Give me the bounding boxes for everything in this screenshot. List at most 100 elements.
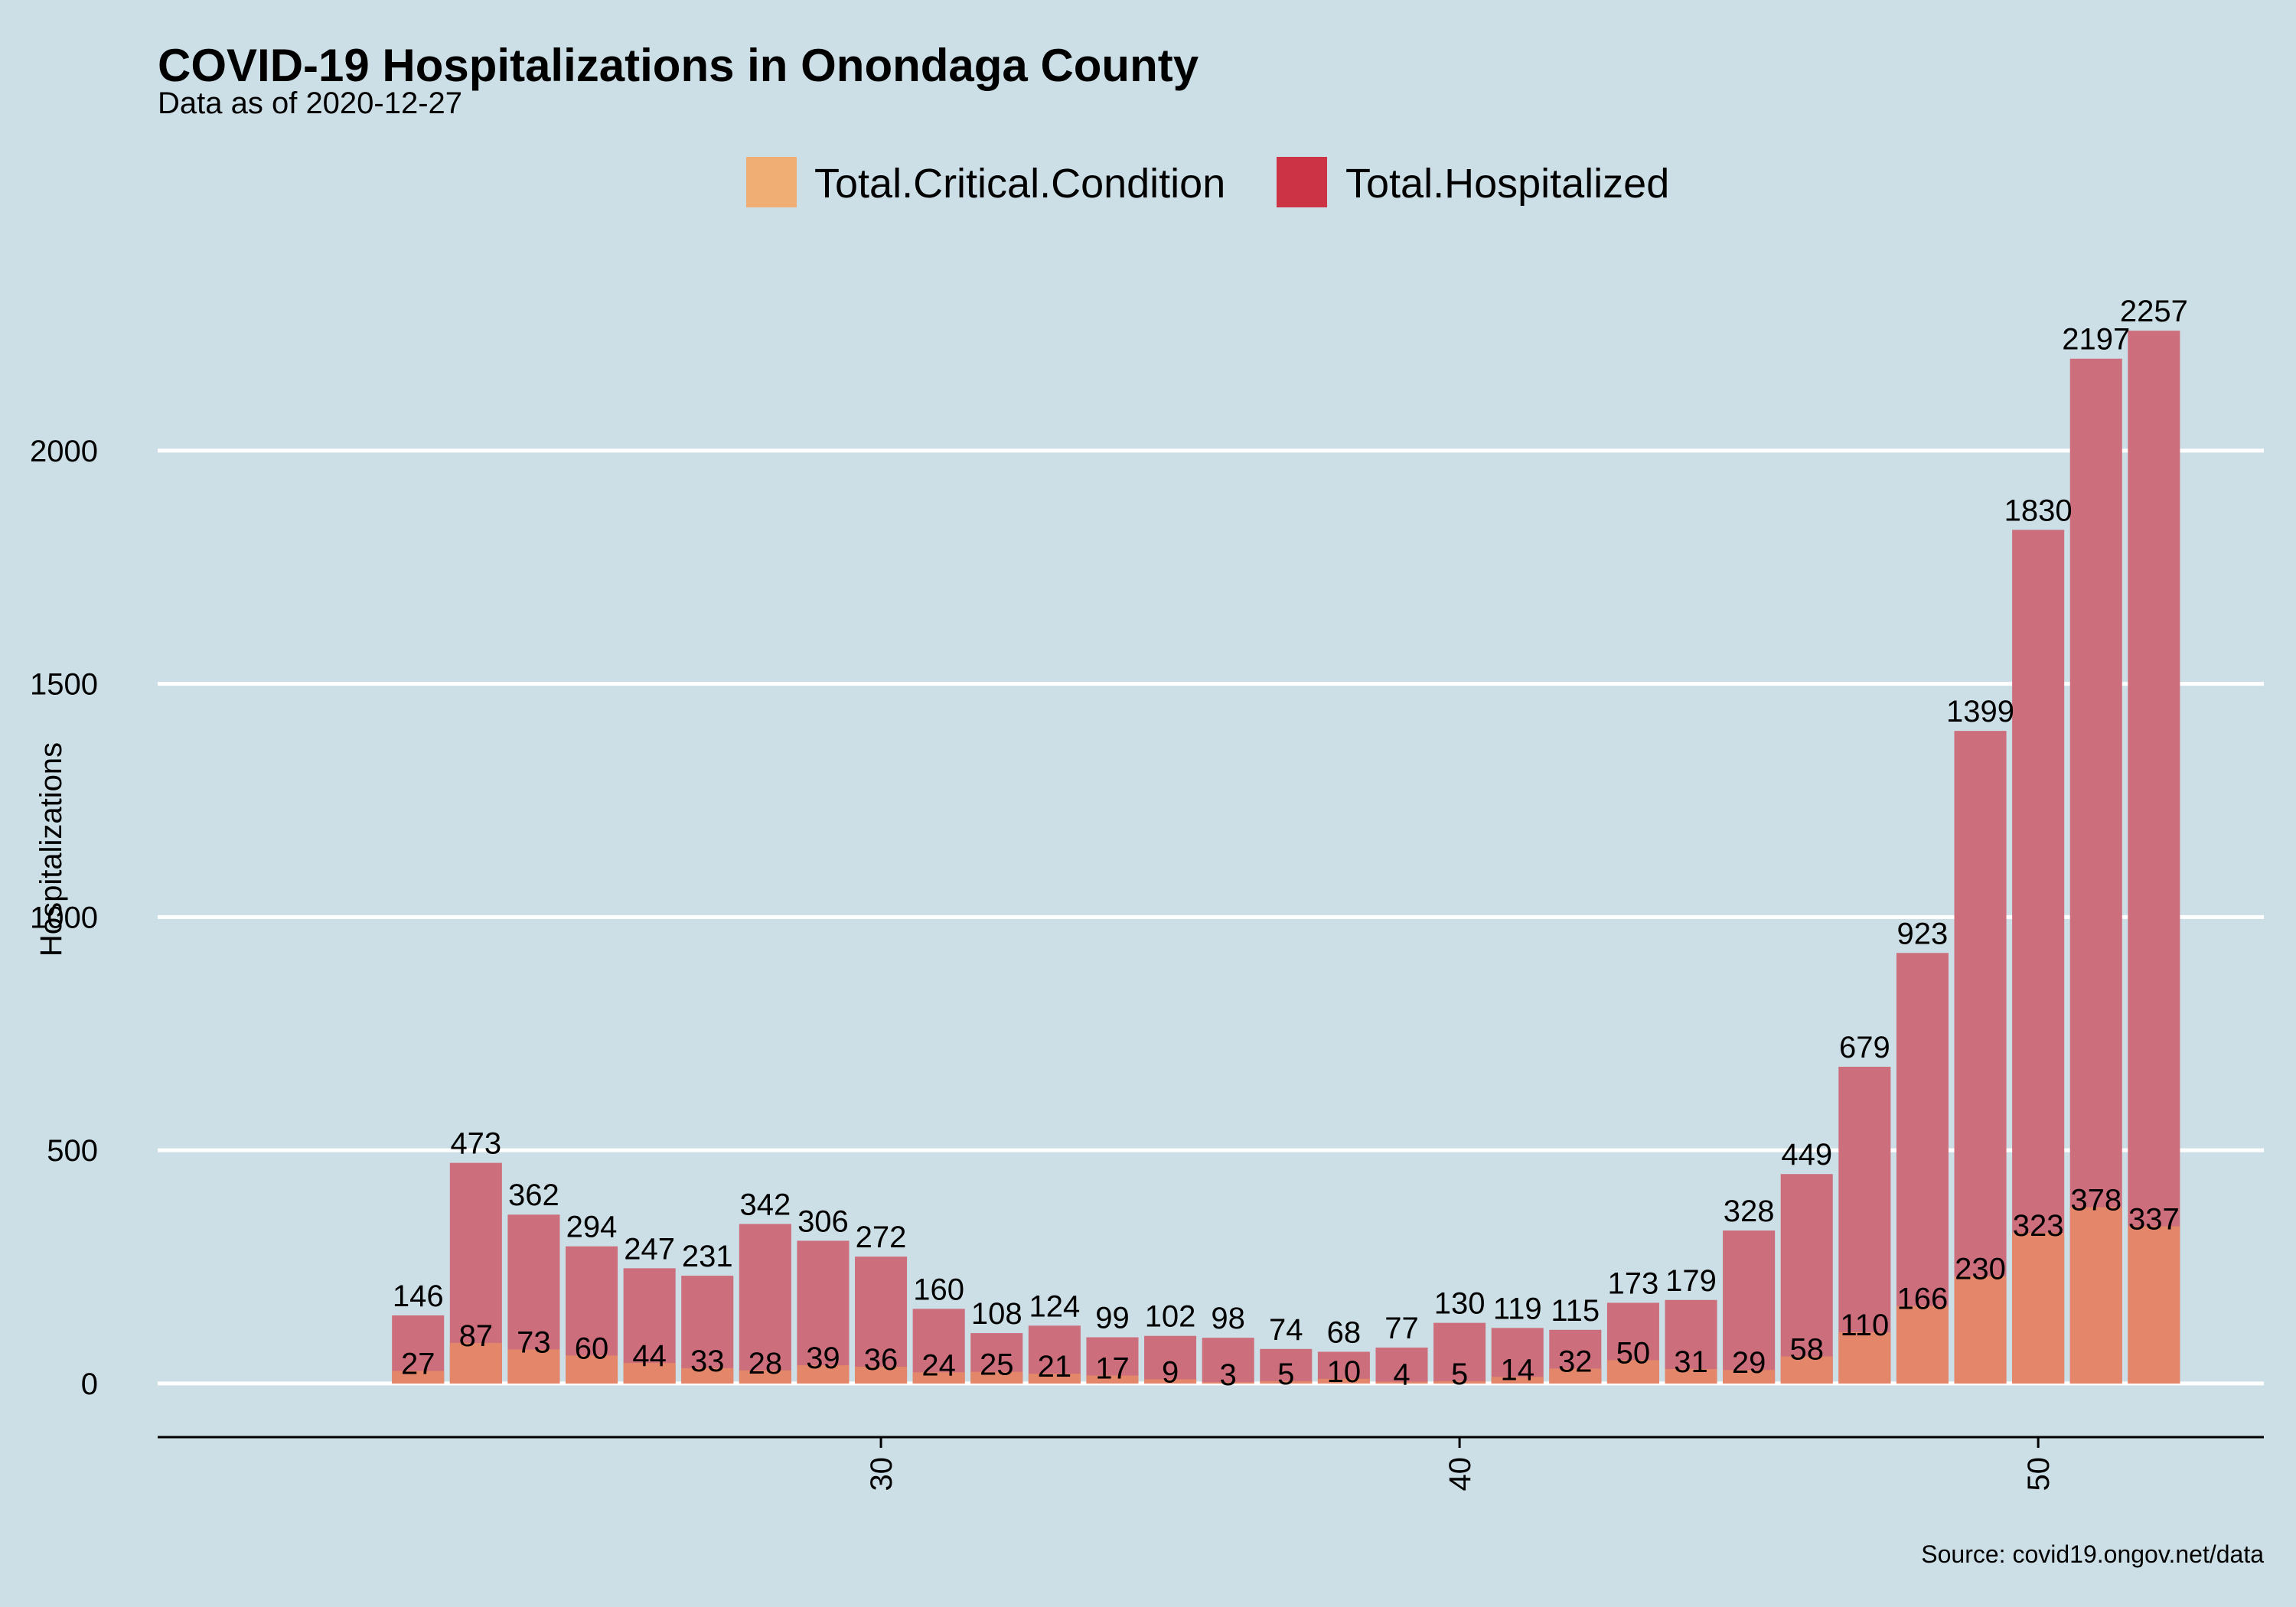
bar-label-hospitalized: 923 — [1897, 917, 1949, 950]
bar-critical — [623, 1363, 676, 1384]
bar-critical — [681, 1367, 734, 1384]
bar-label-hospitalized: 2257 — [2120, 295, 2188, 328]
bar-critical — [1260, 1380, 1313, 1384]
bar-label-critical: 25 — [980, 1348, 1014, 1382]
bar-critical — [739, 1370, 791, 1384]
bar-label-hospitalized: 119 — [1493, 1292, 1542, 1325]
bar-label-critical: 110 — [1840, 1309, 1889, 1342]
bar-hospitalized — [1375, 1347, 1428, 1384]
bar-hospitalized — [1433, 1322, 1486, 1384]
bar-critical — [507, 1349, 560, 1384]
bar-critical — [392, 1371, 445, 1384]
bar-hospitalized — [1838, 1067, 1891, 1384]
legend-label-critical: Total.Critical.Condition — [814, 161, 1225, 207]
bar-labels: 1462747387362732946024744231333422830639… — [393, 295, 2188, 1392]
bar-label-hospitalized: 124 — [1029, 1289, 1080, 1323]
bar-label-critical: 5 — [1451, 1358, 1468, 1391]
chart-title: COVID-19 Hospitalizations in Onondaga Co… — [158, 40, 1199, 91]
y-tick-label: 0 — [81, 1367, 98, 1401]
bar-label-critical: 3 — [1220, 1358, 1237, 1392]
bar-label-critical: 32 — [1558, 1345, 1593, 1378]
bar-label-critical: 33 — [690, 1345, 725, 1378]
bar-critical — [449, 1342, 502, 1384]
bar-critical — [2012, 1233, 2065, 1384]
bar-critical — [566, 1355, 618, 1384]
bar-hospitalized — [681, 1276, 734, 1384]
bar-critical — [1491, 1377, 1544, 1384]
legend: Total.Critical.Condition Total.Hospitali… — [746, 157, 1669, 207]
bar-hospitalized — [1260, 1348, 1313, 1384]
bar-label-critical: 10 — [1327, 1355, 1362, 1389]
bar-critical — [912, 1372, 965, 1384]
bar-label-hospitalized: 342 — [739, 1188, 791, 1221]
bar-label-hospitalized: 77 — [1384, 1312, 1419, 1345]
bar-label-hospitalized: 115 — [1551, 1294, 1600, 1328]
bar-hospitalized — [1723, 1230, 1776, 1384]
bar-label-critical: 73 — [517, 1325, 551, 1359]
bar-label-critical: 31 — [1674, 1345, 1708, 1379]
bar-label-hospitalized: 1399 — [1946, 695, 2014, 729]
bar-label-critical: 337 — [2128, 1202, 2180, 1236]
bar-critical — [1144, 1379, 1197, 1384]
bar-label-hospitalized: 130 — [1434, 1287, 1486, 1321]
bar-label-critical: 4 — [1393, 1358, 1410, 1391]
bar-critical — [855, 1366, 908, 1384]
y-axis-label: Hospitalizations — [34, 742, 68, 957]
bar-critical — [1606, 1360, 1659, 1384]
bar-critical — [1028, 1374, 1081, 1384]
x-tick-label: 30 — [865, 1457, 899, 1491]
bar-critical — [2128, 1226, 2180, 1384]
bar-label-critical: 58 — [1789, 1333, 1824, 1367]
bar-hospitalized — [912, 1309, 965, 1384]
bar-label-critical: 29 — [1732, 1346, 1766, 1380]
bar-critical — [797, 1365, 850, 1384]
bar-critical — [1317, 1378, 1370, 1384]
bar-label-hospitalized: 306 — [797, 1204, 849, 1238]
bar-label-critical: 166 — [1897, 1283, 1949, 1316]
bar-label-hospitalized: 2197 — [2062, 323, 2130, 357]
bar-label-hospitalized: 328 — [1724, 1195, 1775, 1228]
bar-hospitalized — [1491, 1328, 1544, 1384]
bar-critical — [1954, 1276, 2007, 1384]
x-axis: 30 40 50 — [158, 1436, 2264, 1491]
bar-label-hospitalized: 679 — [1839, 1031, 1890, 1064]
legend-swatch-critical — [746, 157, 797, 207]
bar-label-hospitalized: 294 — [566, 1211, 618, 1244]
bar-label-hospitalized: 98 — [1211, 1302, 1245, 1335]
bar-critical — [970, 1371, 1023, 1384]
bar-label-critical: 39 — [806, 1341, 840, 1375]
x-tick-label: 50 — [2022, 1457, 2056, 1491]
bar-label-hospitalized: 473 — [450, 1127, 501, 1161]
bar-label-hospitalized: 449 — [1781, 1138, 1832, 1172]
bar-hospitalized — [1144, 1335, 1197, 1384]
bar-label-hospitalized: 173 — [1608, 1266, 1659, 1300]
bar-label-hospitalized: 179 — [1665, 1264, 1717, 1298]
legend-swatch-hospitalized — [1277, 157, 1327, 207]
bar-hospitalized — [855, 1257, 908, 1384]
source-caption: Source: covid19.ongov.net/data — [1921, 1540, 2264, 1568]
bar-critical — [1202, 1382, 1254, 1384]
bar-label-critical: 44 — [632, 1339, 667, 1373]
bar-label-critical: 50 — [1616, 1336, 1651, 1370]
bar-label-critical: 5 — [1277, 1358, 1294, 1391]
bar-hospitalized — [2128, 331, 2180, 1384]
x-tick-label: 40 — [1443, 1457, 1477, 1491]
bar-label-critical: 60 — [575, 1332, 609, 1365]
bar-label-hospitalized: 102 — [1145, 1300, 1196, 1334]
bar-label-hospitalized: 1830 — [2004, 494, 2073, 527]
bar-critical — [1665, 1369, 1717, 1384]
bar-label-hospitalized: 146 — [393, 1279, 444, 1313]
bar-critical — [1896, 1305, 1949, 1384]
bar-label-critical: 36 — [864, 1343, 899, 1377]
bar-label-critical: 14 — [1500, 1353, 1534, 1387]
bar-hospitalized — [1317, 1351, 1370, 1384]
bar-label-hospitalized: 362 — [508, 1178, 559, 1212]
bar-label-hospitalized: 99 — [1095, 1302, 1130, 1335]
bar-label-hospitalized: 74 — [1269, 1313, 1303, 1347]
bar-label-critical: 9 — [1162, 1355, 1179, 1389]
y-tick-label: 1500 — [30, 668, 98, 702]
bar-label-critical: 24 — [921, 1348, 956, 1382]
bar-label-critical: 230 — [1955, 1253, 2006, 1286]
